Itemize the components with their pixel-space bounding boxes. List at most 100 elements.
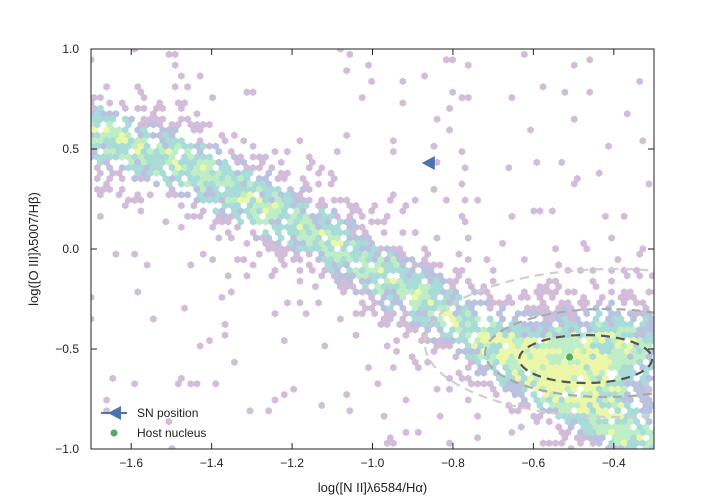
hexbin-cell	[231, 131, 238, 140]
hexbin-cell	[171, 50, 179, 59]
hexbin-cell	[567, 444, 575, 449]
hexbin-cell	[399, 207, 407, 215]
x-tick-label: −1.4	[200, 456, 224, 470]
hexbin-cell	[443, 56, 450, 64]
hexbin-cell	[277, 158, 285, 167]
legend-label: SN position	[137, 406, 198, 420]
hexbin-cell	[193, 110, 201, 118]
hexbin-cell	[171, 61, 179, 69]
hexbin-cell	[477, 299, 484, 307]
hexbin-cell	[256, 250, 263, 258]
hexbin-cell	[505, 164, 513, 172]
hexbin-cell	[193, 380, 201, 388]
legend-sn-symbol	[108, 406, 121, 420]
x-tick-label: −1.2	[280, 456, 304, 470]
hexbin-cell	[611, 444, 619, 449]
hexbin-cell	[402, 396, 410, 404]
hexbin-cell	[402, 428, 410, 437]
hexbin-cell	[474, 434, 481, 442]
hexbin-cell	[508, 93, 516, 102]
hexbin-cell	[402, 331, 410, 339]
hexbin-cell	[399, 77, 407, 86]
hexbin-cell	[343, 390, 350, 399]
hexbin-cell	[352, 309, 360, 318]
hexbin-cell	[190, 212, 198, 221]
hexbin-cell	[433, 385, 441, 393]
hexbin-cell	[558, 158, 566, 167]
hexbin-cell	[570, 61, 578, 69]
hexbin-cell	[464, 93, 472, 102]
hexbin-cell	[390, 147, 397, 156]
legend-label: Host nucleus	[137, 426, 206, 440]
hexbin-cell	[527, 126, 534, 134]
hexbin-cell	[296, 277, 304, 285]
hexbin-cell	[112, 250, 120, 258]
hexbin-cell	[196, 126, 204, 134]
x-axis-label: log([N II]λ6584/Hα)	[318, 480, 427, 495]
hexbin-cell	[312, 282, 319, 291]
hexbin-cell	[327, 180, 335, 188]
hexbin-cell	[458, 147, 466, 156]
hexbin-cell	[583, 309, 590, 318]
hexbin-cell	[231, 358, 238, 366]
hexbin-cell	[368, 207, 375, 215]
hexbin-cell	[358, 309, 366, 318]
hexbin-cell	[305, 185, 313, 194]
hexbin-cell	[524, 293, 531, 302]
hexbin-cell	[315, 299, 322, 307]
hexbin-cell	[168, 444, 176, 449]
hexbin-cell	[390, 137, 397, 145]
hexbin-cell	[365, 61, 372, 69]
y-tick-label: 0.5	[62, 142, 79, 156]
hexbin-cell	[143, 261, 151, 269]
hexbin-cell	[199, 250, 207, 258]
hexbin-cell	[371, 309, 378, 318]
hexbin-cell	[221, 137, 229, 145]
y-tick-label: −0.5	[55, 342, 79, 356]
hexbin-cell	[281, 174, 288, 183]
hexbin-cell	[424, 358, 431, 366]
density-contours	[423, 267, 654, 419]
hexbin-cell	[321, 342, 329, 350]
hexbin-cell	[464, 396, 472, 404]
y-tick-label: 1.0	[62, 42, 79, 56]
hexbin-cell	[346, 50, 354, 59]
hexbin-cell	[318, 272, 325, 280]
hexbin-cell	[122, 201, 129, 210]
hexbin-cell	[221, 320, 229, 329]
hexbin-cell	[411, 196, 419, 204]
hexbin-cell	[159, 104, 166, 113]
hexbin-cell	[620, 299, 628, 307]
hexbin-cell	[564, 288, 572, 296]
hexbin-cell	[318, 401, 325, 410]
x-tick-label: −1.0	[361, 456, 385, 470]
host-nucleus-marker	[566, 353, 574, 361]
hexbin-cell	[380, 412, 388, 420]
x-tick-label: −0.4	[602, 456, 626, 470]
hexbin-cell	[296, 299, 304, 307]
hexbin-cell	[296, 255, 304, 264]
hexbin-cell	[334, 147, 341, 156]
hexbin-cell	[499, 239, 506, 248]
hexbin-cell	[206, 120, 213, 129]
hexbin-cell	[380, 228, 388, 237]
hexbin-cell	[586, 56, 594, 64]
hexbin-cell	[249, 153, 257, 161]
hexbin-cell	[455, 250, 463, 258]
hexbin-cell	[380, 218, 388, 226]
hexbin-cell	[639, 137, 647, 145]
hexbin-cell	[224, 272, 232, 280]
contour-line	[423, 267, 654, 419]
hexbin-cell	[570, 180, 578, 188]
hexbin-cell	[184, 212, 191, 221]
hexbin-cell	[243, 239, 251, 248]
hexbin-cell	[533, 417, 541, 426]
hexbin-cell	[337, 315, 344, 323]
hexbin-cell	[617, 444, 625, 449]
hexbin-cell	[536, 207, 544, 215]
hexbin-cell	[249, 142, 257, 150]
hexbin-cell	[642, 444, 650, 449]
hexbin-cell	[636, 272, 643, 280]
hexbin-cell	[97, 191, 104, 199]
hexbin-cell	[91, 56, 95, 64]
